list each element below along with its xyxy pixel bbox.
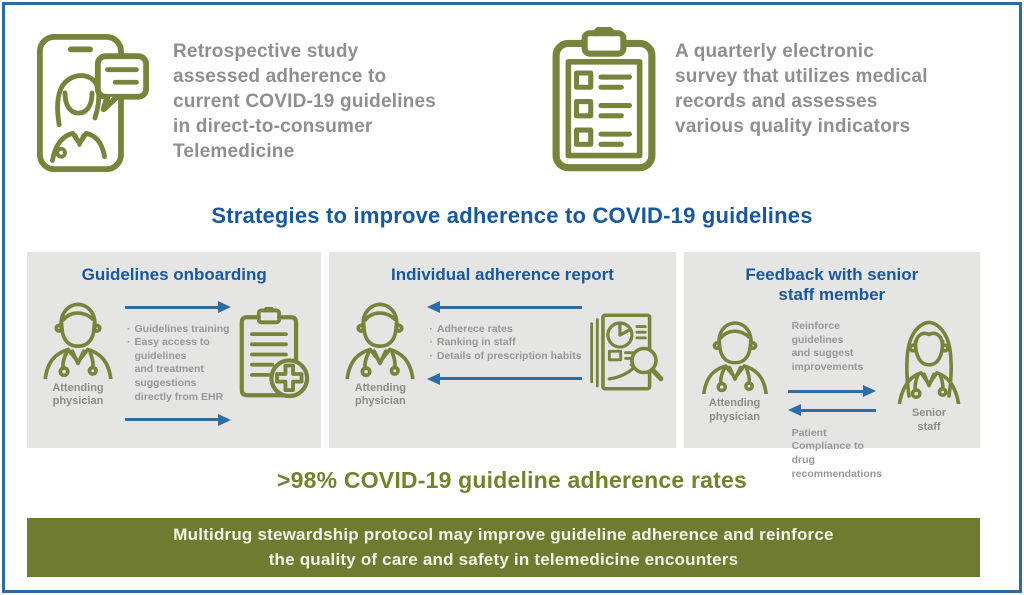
- study-summary-text: Retrospective study assessed adherence t…: [173, 41, 437, 162]
- survey-summary-text: A quarterly electronic survey that utili…: [675, 41, 928, 137]
- doctor-male-icon: [701, 321, 768, 395]
- panel-body: Attending physician Guidelines training …: [27, 285, 321, 448]
- telemedicine-phone-icon: [37, 33, 149, 173]
- panel-guidelines-onboarding: Guidelines onboarding Attending physicia…: [27, 252, 322, 448]
- bullet-item: Guidelines training: [125, 323, 231, 337]
- panel-feedback-senior-staff: Feedback with senior staff member Attend…: [683, 252, 980, 480]
- adherence-report-magnifier-icon: [589, 313, 663, 391]
- survey-checklist-icon: [552, 27, 656, 172]
- bullet-list: Guidelines training Easy access to guide…: [125, 323, 231, 405]
- doctor-male-icon: [43, 302, 113, 379]
- guidelines-clipboard-cross-icon: [240, 306, 310, 398]
- panel-body: Attending physician Reinforce guidelines…: [684, 304, 980, 481]
- strategy-panels: Guidelines onboarding Attending physicia…: [27, 252, 980, 480]
- panel-individual-adherence-report: Individual adherence report Attending ph…: [329, 252, 676, 448]
- arrow-right: [125, 413, 232, 426]
- arrow-right: [787, 385, 876, 398]
- arrow-left: [427, 372, 582, 385]
- panel-flow: Guidelines training Easy access to guide…: [121, 301, 235, 427]
- bullet-item: Easy access to guidelines and treatment …: [125, 336, 231, 404]
- panel-body: Attending physician Adherece rates Ranki…: [329, 285, 675, 448]
- panel-flow: Reinforce guidelines and suggest improve…: [778, 320, 886, 481]
- bullet-item: Ranking in staff: [427, 336, 581, 350]
- panel-title: Feedback with senior staff member: [745, 265, 919, 304]
- arrow-left: [427, 301, 582, 314]
- attending-physician-figure: Attending physician: [337, 297, 423, 410]
- bullet-item: Adherece rates: [427, 323, 581, 337]
- panel-flow: Adherece rates Ranking in staff Details …: [423, 301, 585, 386]
- adherence-result-text: >98% COVID-19 guideline adherence rates: [277, 467, 747, 493]
- actor-label: Senior staff: [911, 407, 947, 433]
- bullet-list: Adherece rates Ranking in staff Details …: [427, 323, 582, 364]
- attending-physician-figure: Attending physician: [35, 297, 121, 410]
- panel-title: Individual adherence report: [390, 265, 614, 284]
- bullet-item: Details of prescription habits: [427, 350, 582, 364]
- actor-label: Attending physician: [354, 381, 407, 408]
- arrow-right: [125, 301, 232, 314]
- doctor-female-icon: [897, 320, 961, 405]
- senior-staff-figure: Senior staff: [886, 316, 972, 435]
- conclusion-banner-text: Multidrug stewardship protocol may impro…: [173, 524, 834, 569]
- actor-label: Attending physician: [708, 397, 761, 423]
- doctor-male-icon: [345, 302, 416, 379]
- arrow-left: [787, 404, 876, 417]
- feedback-return-label: Patient Compliance to drug recommendatio…: [791, 426, 883, 480]
- attending-physician-figure: Attending physician: [692, 316, 778, 425]
- feedback-forward-label: Reinforce guidelines and suggest improve…: [791, 320, 864, 374]
- strategies-heading: Strategies to improve adherence to COVID…: [211, 203, 813, 228]
- actor-label: Attending physician: [52, 381, 104, 408]
- panel-title: Guidelines onboarding: [81, 265, 267, 284]
- conclusion-banner: Multidrug stewardship protocol may impro…: [27, 518, 980, 577]
